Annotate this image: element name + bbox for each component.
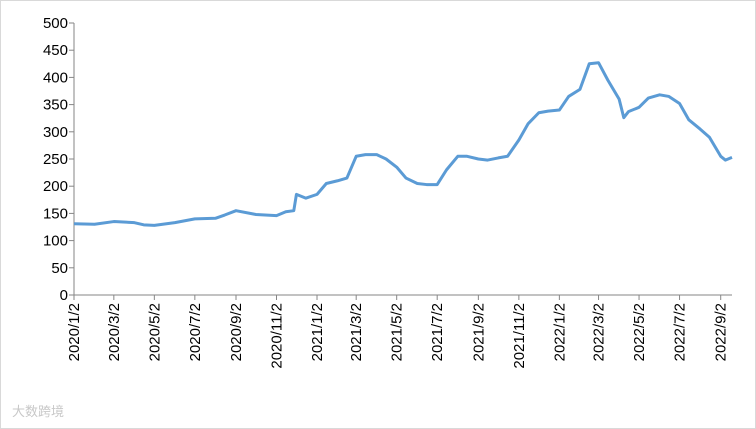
x-tick-label: 2020/5/2 bbox=[146, 303, 163, 361]
y-tick-label: 250 bbox=[43, 151, 68, 168]
y-tick-label: 350 bbox=[43, 97, 68, 114]
y-tick-label: 300 bbox=[43, 124, 68, 141]
x-tick-label: 2020/1/2 bbox=[66, 303, 83, 361]
x-tick-label: 2022/1/2 bbox=[551, 303, 568, 361]
x-tick-label: 2021/5/2 bbox=[389, 303, 406, 361]
x-tick-label: 2021/1/2 bbox=[309, 303, 326, 361]
y-tick-label: 0 bbox=[60, 287, 68, 304]
y-tick-label: 500 bbox=[43, 15, 68, 32]
x-tick-label: 2022/5/2 bbox=[631, 303, 648, 361]
x-tick-label: 2022/3/2 bbox=[591, 303, 608, 361]
watermark: 大数跨境 bbox=[12, 404, 64, 419]
y-tick-label: 200 bbox=[43, 178, 68, 195]
x-tick-label: 2020/3/2 bbox=[106, 303, 123, 361]
y-tick-label: 450 bbox=[43, 42, 68, 59]
x-tick-label: 2021/11/2 bbox=[511, 303, 528, 369]
x-tick-label: 2021/9/2 bbox=[470, 303, 487, 361]
x-tick-label: 2020/11/2 bbox=[269, 303, 286, 369]
y-tick-label: 400 bbox=[43, 69, 68, 86]
x-tick-label: 2021/7/2 bbox=[429, 303, 446, 361]
x-tick-label: 2021/3/2 bbox=[348, 303, 365, 361]
x-tick-label: 2022/9/2 bbox=[713, 303, 730, 361]
x-tick-label: 2020/9/2 bbox=[228, 303, 245, 361]
y-tick-label: 150 bbox=[43, 205, 68, 222]
x-tick-label: 2020/7/2 bbox=[187, 303, 204, 361]
series-line bbox=[73, 61, 733, 227]
y-tick-label: 50 bbox=[51, 260, 68, 277]
y-tick-label: 100 bbox=[43, 233, 68, 250]
x-tick-label: 2022/7/2 bbox=[672, 303, 689, 361]
